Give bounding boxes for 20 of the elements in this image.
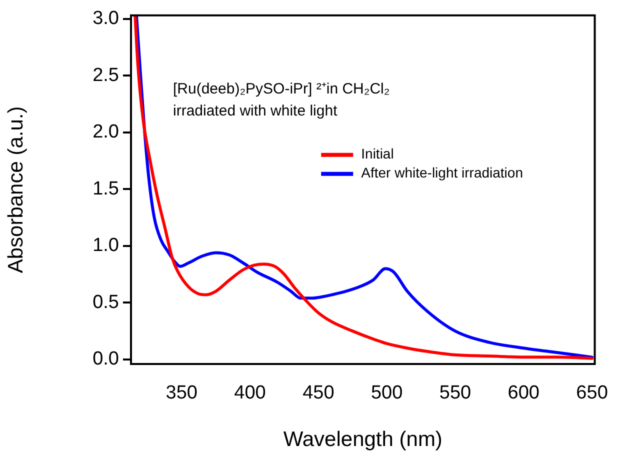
y-tick-label: 1.5 [92, 178, 119, 200]
x-tick-label: 350 [166, 382, 198, 404]
y-tick-label: 1.0 [92, 235, 119, 256]
x-tick-label: 650 [576, 382, 608, 404]
x-tick-label: 450 [302, 382, 334, 404]
legend-label: After white-light irradiation [361, 164, 523, 181]
y-tick-label: 2.0 [92, 122, 119, 143]
annotation: [Ru(deeb)₂PySO-iPr] ²⁺in CH₂Cl₂ [173, 80, 390, 98]
legend-label: Initial [361, 146, 394, 162]
x-tick-label: 550 [439, 382, 472, 404]
x-tick-label: 400 [234, 382, 266, 404]
y-axis-title: Absorbance (a.u.) [4, 106, 28, 274]
x-axis-title: Wavelength (nm) [283, 428, 442, 452]
y-tick-label: 0.5 [92, 292, 119, 313]
y-tick-label: 3.0 [92, 8, 119, 30]
x-tick-label: 500 [370, 382, 403, 404]
annotation: irradiated with white light [173, 102, 338, 120]
x-tick-label: 600 [508, 382, 540, 404]
y-tick-label: 0.0 [92, 348, 119, 370]
y-tick-label: 2.5 [92, 64, 119, 86]
